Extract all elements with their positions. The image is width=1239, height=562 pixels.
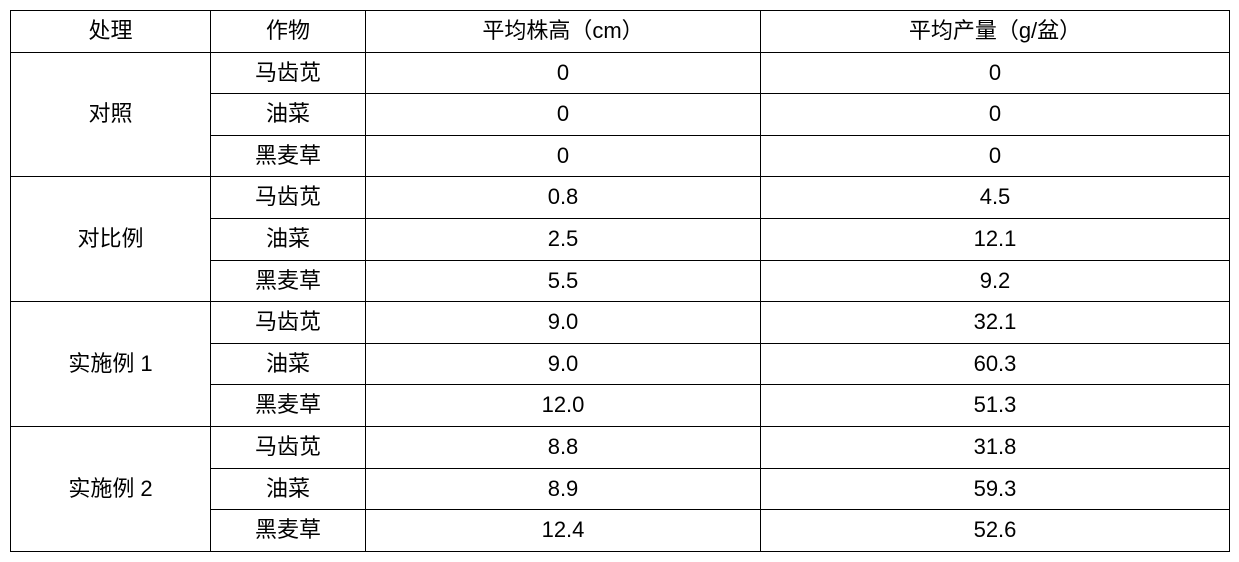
col-header-crop: 作物: [211, 11, 366, 53]
treatment-cell: 实施例 1: [11, 302, 211, 427]
height-cell: 12.4: [366, 510, 761, 552]
crop-cell: 油菜: [211, 94, 366, 136]
yield-cell: 60.3: [761, 343, 1230, 385]
yield-cell: 0: [761, 94, 1230, 136]
table-header-row: 处理 作物 平均株高（cm） 平均产量（g/盆）: [11, 11, 1230, 53]
yield-cell: 52.6: [761, 510, 1230, 552]
table-row: 实施例 2 马齿苋 8.8 31.8: [11, 426, 1230, 468]
height-cell: 2.5: [366, 218, 761, 260]
col-header-height: 平均株高（cm）: [366, 11, 761, 53]
height-cell: 9.0: [366, 343, 761, 385]
treatment-cell: 对照: [11, 52, 211, 177]
yield-cell: 32.1: [761, 302, 1230, 344]
crop-cell: 黑麦草: [211, 260, 366, 302]
crop-cell: 黑麦草: [211, 510, 366, 552]
col-header-treatment: 处理: [11, 11, 211, 53]
height-cell: 0.8: [366, 177, 761, 219]
yield-cell: 59.3: [761, 468, 1230, 510]
yield-cell: 9.2: [761, 260, 1230, 302]
col-header-yield: 平均产量（g/盆）: [761, 11, 1230, 53]
table-row: 实施例 1 马齿苋 9.0 32.1: [11, 302, 1230, 344]
crop-cell: 黑麦草: [211, 135, 366, 177]
height-cell: 0: [366, 52, 761, 94]
crop-cell: 油菜: [211, 218, 366, 260]
height-cell: 8.8: [366, 426, 761, 468]
crop-cell: 马齿苋: [211, 426, 366, 468]
crop-cell: 马齿苋: [211, 177, 366, 219]
yield-cell: 12.1: [761, 218, 1230, 260]
crop-cell: 油菜: [211, 343, 366, 385]
yield-cell: 31.8: [761, 426, 1230, 468]
crop-cell: 黑麦草: [211, 385, 366, 427]
yield-cell: 4.5: [761, 177, 1230, 219]
experiment-results-table: 处理 作物 平均株高（cm） 平均产量（g/盆） 对照 马齿苋 0 0 油菜 0…: [10, 10, 1230, 552]
height-cell: 8.9: [366, 468, 761, 510]
height-cell: 5.5: [366, 260, 761, 302]
yield-cell: 0: [761, 52, 1230, 94]
treatment-cell: 对比例: [11, 177, 211, 302]
crop-cell: 油菜: [211, 468, 366, 510]
height-cell: 0: [366, 135, 761, 177]
crop-cell: 马齿苋: [211, 52, 366, 94]
yield-cell: 0: [761, 135, 1230, 177]
table-row: 对比例 马齿苋 0.8 4.5: [11, 177, 1230, 219]
height-cell: 0: [366, 94, 761, 136]
height-cell: 12.0: [366, 385, 761, 427]
height-cell: 9.0: [366, 302, 761, 344]
table-row: 对照 马齿苋 0 0: [11, 52, 1230, 94]
yield-cell: 51.3: [761, 385, 1230, 427]
crop-cell: 马齿苋: [211, 302, 366, 344]
treatment-cell: 实施例 2: [11, 426, 211, 551]
